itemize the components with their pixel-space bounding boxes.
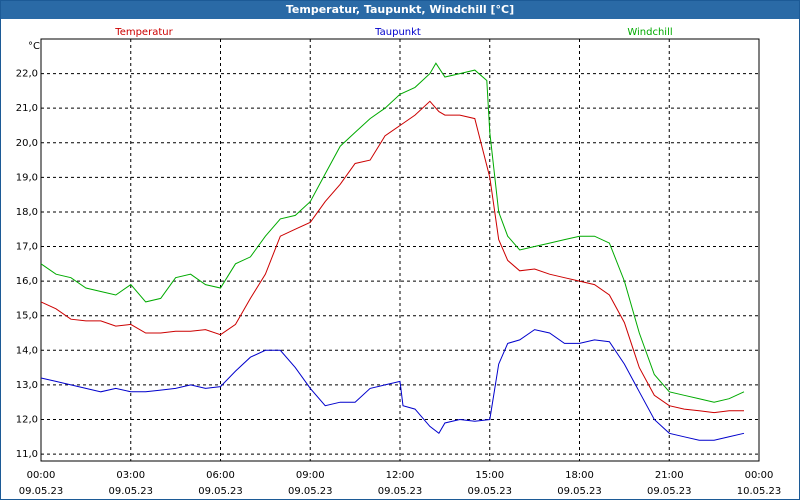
window-title: Temperatur, Taupunkt, Windchill [°C] (1, 1, 799, 19)
x-tick-date: 09.05.23 (198, 486, 243, 497)
x-tick-date: 09.05.23 (647, 486, 692, 497)
series-line-temperatur (40, 100, 744, 414)
y-tick-label: 11,0 (16, 449, 38, 460)
legend-entry-temperatur: Temperatur (114, 27, 173, 38)
x-tick-date: 09.05.23 (19, 486, 64, 497)
x-tick-date: 09.05.23 (378, 486, 423, 497)
legend-entry-taupunkt: Taupunkt (374, 27, 421, 38)
series-line-taupunkt (40, 329, 745, 441)
y-tick-label: 16,0 (16, 276, 38, 287)
legend-entry-windchill: Windchill (627, 27, 672, 38)
x-tick-date: 09.05.23 (108, 486, 153, 497)
x-tick-date: 09.05.23 (557, 486, 602, 497)
x-tick-time: 09:00 (296, 470, 325, 481)
x-tick-date: 09.05.23 (467, 486, 512, 497)
axes (40, 38, 760, 462)
x-tick-time: 03:00 (116, 470, 145, 481)
series-lines (40, 62, 745, 441)
x-tick-time: 21:00 (655, 470, 684, 481)
y-axis-label: °C (28, 41, 40, 52)
y-tick-label: 13,0 (16, 380, 38, 391)
y-tick-label: 15,0 (16, 311, 38, 322)
y-tick-label: 19,0 (16, 172, 38, 183)
tick-labels: 22,0 21,0 20,0 19,0 18,0 17,0 16,0 15,0 14,0 13,0… (16, 69, 782, 497)
y-tick-label: 18,0 (16, 207, 38, 218)
legend: Temperatur Taupunkt Windchill (114, 27, 672, 38)
x-tick-time: 18:00 (565, 470, 594, 481)
y-tick-label: 14,0 (16, 345, 38, 356)
y-tick-label: 17,0 (16, 242, 38, 253)
x-tick-date: 09.05.23 (288, 486, 333, 497)
x-tick-time: 00:00 (745, 470, 774, 481)
series-line-windchill (40, 62, 745, 403)
y-tick-label: 22,0 (16, 69, 38, 80)
x-tick-time: 12:00 (386, 470, 415, 481)
x-tick-date: 10.05.23 (737, 486, 782, 497)
y-tick-label: 21,0 (16, 103, 38, 114)
plot-frame (40, 38, 760, 462)
x-tick-time: 00:00 (27, 470, 56, 481)
y-tick-label: 12,0 (16, 414, 38, 425)
x-tick-time: 15:00 (475, 470, 504, 481)
grid (40, 39, 760, 461)
y-tick-label: 20,0 (16, 138, 38, 149)
x-tick-time: 06:00 (206, 470, 235, 481)
